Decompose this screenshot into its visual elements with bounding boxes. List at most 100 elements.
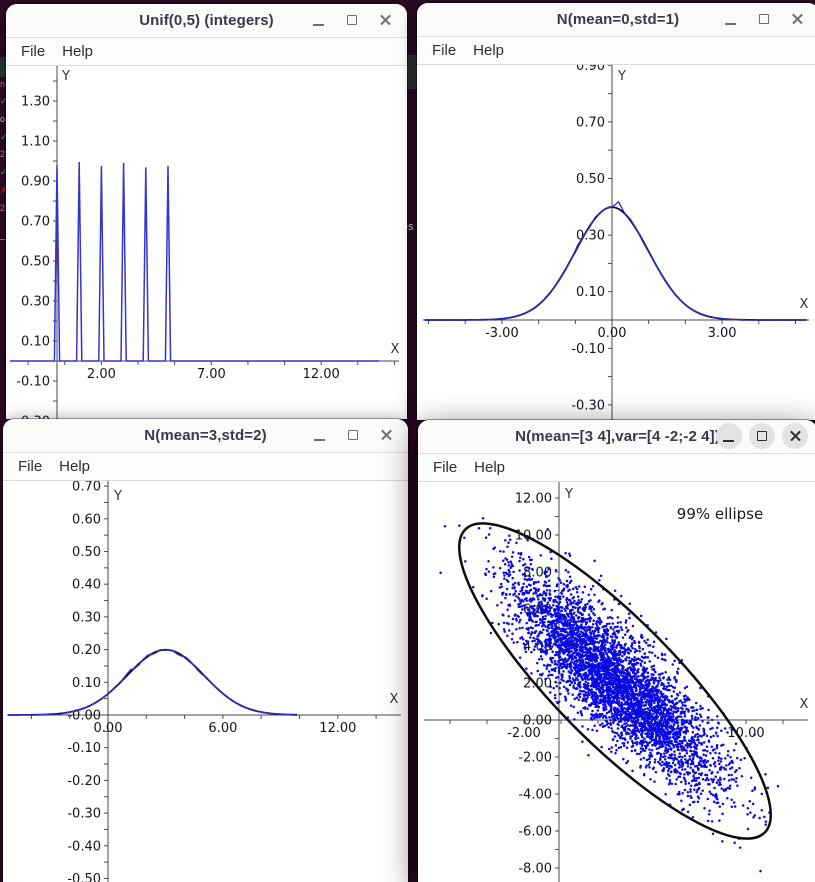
menu-file[interactable]: File (21, 43, 46, 60)
svg-text:-3.00: -3.00 (485, 326, 519, 341)
svg-text:Y: Y (113, 489, 122, 504)
window-controls (307, 422, 399, 448)
plot-canvas-normal-0-1: 0.90 0.70 0.50 0.30 0.10 -0.10 -0.30 -3.00 0.00 3… (417, 65, 815, 420)
menu-help[interactable]: Help (473, 42, 505, 59)
svg-text:99% ellipse: 99% ellipse (677, 505, 763, 523)
svg-text:-0.10: -0.10 (571, 342, 605, 357)
menu-bar: File Help (3, 453, 408, 481)
svg-text:12.00: 12.00 (319, 721, 356, 736)
menu-file[interactable]: File (433, 459, 458, 476)
window-controls (716, 423, 808, 449)
menu-file[interactable]: File (432, 42, 457, 59)
menu-bar: File Help (6, 38, 407, 66)
menu-file[interactable]: File (18, 458, 43, 475)
maximize-icon (759, 14, 769, 24)
svg-text:-0.20: -0.20 (67, 774, 101, 789)
minimize-button[interactable] (307, 422, 333, 448)
svg-text:1.30: 1.30 (21, 95, 50, 110)
menu-help[interactable]: Help (62, 43, 94, 60)
maximize-icon (757, 431, 767, 441)
window-title: Unif(0,5) (integers) (139, 12, 274, 29)
svg-text:X: X (390, 692, 399, 707)
svg-text:Y: Y (564, 487, 573, 502)
svg-text:0.50: 0.50 (21, 255, 50, 270)
minimize-button[interactable] (716, 423, 742, 449)
svg-text:-0.50: -0.50 (67, 872, 101, 882)
desktop-artifact (0, 57, 8, 77)
maximize-button[interactable] (749, 423, 775, 449)
desktop-artifact: 2 (0, 149, 6, 159)
close-icon (782, 423, 808, 449)
desktop-artifact: ✓ (0, 132, 8, 142)
window-unif-0-5: Unif(0,5) (integers) File Help 1.30 1.10 0… (6, 4, 407, 419)
window-controls (718, 6, 810, 32)
plot-canvas-normal-3-2: 0.70 0.60 0.50 0.40 0.30 0.20 0.10 -0.00 -0.10 -0… (3, 481, 408, 882)
close-button[interactable] (373, 422, 399, 448)
svg-text:-8.00: -8.00 (518, 862, 552, 877)
minimize-icon (313, 24, 324, 26)
svg-text:0.00: 0.00 (598, 326, 627, 341)
svg-text:-0.30: -0.30 (571, 398, 605, 413)
window-title: N(mean=0,std=1) (556, 11, 680, 28)
svg-text:12.00: 12.00 (515, 492, 552, 507)
svg-text:0.70: 0.70 (21, 215, 50, 230)
svg-text:0.10: 0.10 (21, 335, 50, 350)
menu-bar: File Help (417, 37, 815, 65)
svg-text:Y: Y (61, 69, 70, 84)
svg-text:7.00: 7.00 (197, 367, 226, 382)
desktop-artifact: 2 (0, 203, 6, 213)
svg-text:0.40: 0.40 (72, 578, 101, 593)
window-title: N(mean=3,std=2) (144, 427, 267, 444)
svg-text:Y: Y (617, 69, 626, 84)
minimize-button[interactable] (306, 7, 332, 33)
svg-text:6.00: 6.00 (208, 721, 237, 736)
svg-text:10.00: 10.00 (727, 726, 764, 741)
svg-text:0.70: 0.70 (72, 481, 101, 495)
svg-text:-0.30: -0.30 (67, 807, 101, 822)
menu-help[interactable]: Help (59, 458, 91, 475)
svg-text:0.10: 0.10 (72, 676, 101, 691)
desktop-artifact: ✓ (0, 96, 8, 106)
plot-canvas-scatter-ellipse: 12.0010.008.006.004.002.000.00-2.00-4.00… (418, 482, 815, 882)
close-icon (373, 422, 399, 448)
svg-text:-0.00: -0.00 (67, 709, 101, 724)
svg-text:0.20: 0.20 (72, 643, 101, 658)
svg-text:-0.10: -0.10 (67, 741, 101, 756)
svg-text:0.90: 0.90 (576, 65, 605, 74)
menu-help[interactable]: Help (474, 459, 506, 476)
desktop-artifact (0, 239, 7, 240)
svg-text:-0.30: -0.30 (16, 415, 50, 420)
svg-text:-4.00: -4.00 (518, 788, 552, 803)
desktop-artifact: es (402, 221, 414, 233)
close-button[interactable] (372, 7, 398, 33)
desktop-artifact: o (0, 114, 6, 124)
titlebar[interactable]: N(mean=3,std=2) (3, 419, 408, 453)
plot-canvas-uniform: 1.30 1.10 0.90 0.70 0.50 0.30 0.10 -0.10 -0.30 2.… (6, 66, 407, 419)
maximize-button[interactable] (751, 6, 777, 32)
svg-text:0.50: 0.50 (576, 172, 605, 187)
svg-text:0.90: 0.90 (21, 175, 50, 190)
window-controls (306, 7, 398, 33)
maximize-icon (347, 15, 357, 25)
maximize-button[interactable] (340, 422, 366, 448)
close-button[interactable] (782, 423, 808, 449)
titlebar[interactable]: N(mean=[3 4],var=[4 -2;-2 4]) (418, 420, 815, 454)
close-icon (372, 7, 398, 33)
minimize-button[interactable] (718, 6, 744, 32)
svg-text:3.00: 3.00 (708, 326, 737, 341)
svg-text:2.00: 2.00 (87, 367, 116, 382)
svg-text:-2.00: -2.00 (518, 751, 552, 766)
maximize-button[interactable] (339, 7, 365, 33)
titlebar[interactable]: N(mean=0,std=1) (417, 3, 815, 37)
svg-text:0.30: 0.30 (21, 295, 50, 310)
minimize-icon (723, 440, 734, 442)
svg-text:10.00: 10.00 (515, 529, 552, 544)
close-button[interactable] (784, 6, 810, 32)
svg-text:1.10: 1.10 (21, 135, 50, 150)
svg-text:-2.00: -2.00 (507, 726, 541, 741)
window-title: N(mean=[3 4],var=[4 -2;-2 4]) (515, 428, 720, 445)
svg-text:0.00: 0.00 (523, 714, 552, 729)
titlebar[interactable]: Unif(0,5) (integers) (6, 4, 407, 38)
svg-text:X: X (800, 297, 809, 312)
svg-text:12.00: 12.00 (303, 367, 340, 382)
